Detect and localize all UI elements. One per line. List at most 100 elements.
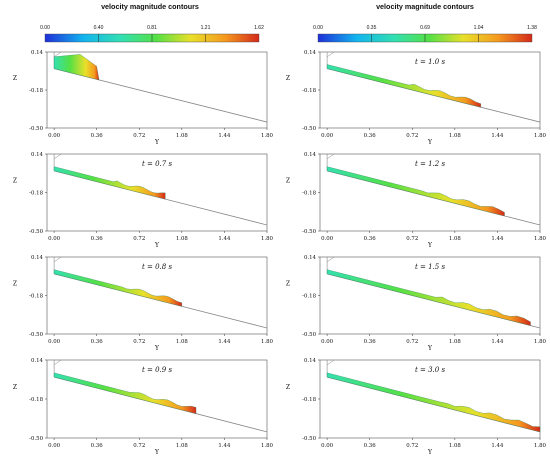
y-tick-label: -0.50 [302,332,316,338]
y-axis-label: Z [286,384,290,391]
y-tick-label: -0.18 [29,88,43,94]
x-tick-label: 1.80 [534,339,547,345]
right-colorbar-tick-3: 1.04 [473,25,484,31]
x-tick-label: 0.00 [48,339,61,345]
x-tick-label: 1.44 [218,236,231,242]
panel-left-3: 0.00 0.36 0.72 1.08 1.44 1.80 0.14 -0.18 -0.50 Y Z… [13,358,274,456]
y-tick-label: -0.50 [29,436,43,442]
y-axis-label: Z [13,178,17,185]
y-tick-label: 0.14 [31,152,44,158]
x-tick-label: 1.08 [449,443,462,449]
y-tick-label: -0.18 [302,191,316,197]
x-tick-label: 1.80 [261,339,274,345]
y-tick-label: 0.14 [304,152,317,158]
x-tick-label: 0.72 [133,236,145,242]
y-axis-label: Z [13,75,17,82]
x-tick-label: 0.36 [91,339,104,345]
y-tick-label: -0.50 [29,332,43,338]
y-tick-label: -0.18 [29,191,43,197]
x-axis-label: Y [427,449,433,456]
x-axis-label: Y [154,139,160,146]
y-axis-label: Z [286,281,290,288]
x-axis-label: Y [427,139,433,146]
fluid-region [326,372,541,433]
panel-left-1: 0.00 0.36 0.72 1.08 1.44 1.80 0.14 -0.18 -0.50 Y Z… [13,152,274,249]
panel-frame [319,153,541,232]
panel-frame [319,51,541,129]
x-tick-label: 0.36 [91,443,104,449]
x-tick-label: 1.08 [449,133,462,139]
x-tick-label: 0.00 [48,133,61,139]
x-tick-label: 0.00 [321,339,334,345]
time-label: t = 3.0 s [415,366,445,374]
y-tick-label: 0.14 [304,255,317,261]
x-tick-label: 1.08 [449,236,462,242]
y-tick-label: -0.18 [302,88,316,94]
panel-frame [319,256,541,335]
x-tick-label: 1.44 [218,339,231,345]
x-tick-label: 0.00 [48,236,61,242]
y-tick-label: -0.18 [29,294,43,300]
x-tick-label: 0.00 [321,443,334,449]
x-tick-label: 1.44 [491,133,504,139]
y-axis-label: Z [286,75,290,82]
x-tick-label: 0.72 [406,236,418,242]
time-label: t = 1.0 s [415,58,445,66]
x-axis-label: Y [154,345,160,352]
fluid-region [326,166,505,217]
fluid-region [53,54,100,81]
fluid-region [326,269,531,326]
panel-frame [46,256,268,335]
x-axis-label: Y [154,449,160,456]
fluid-region [326,64,482,108]
y-tick-label: -0.50 [302,229,316,235]
panel-left-2: 0.00 0.36 0.72 1.08 1.44 1.80 0.14 -0.18 -0.50 Y Z… [13,255,274,352]
left-colorbar-tick-3: 1.21 [200,25,211,31]
time-label: t = 1.5 s [415,263,445,271]
gate-line [326,256,335,263]
gate-line [326,359,335,366]
y-tick-label: -0.50 [29,126,43,132]
x-tick-label: 1.80 [261,443,274,449]
x-tick-label: 0.36 [91,236,104,242]
x-tick-label: 1.44 [491,236,504,242]
x-tick-label: 1.08 [176,443,189,449]
left-colorbar-tick-2: 0.81 [147,25,157,31]
x-tick-label: 1.80 [534,443,547,449]
x-tick-label: 0.00 [321,236,334,242]
left-colorbar-tick-4: 1.62 [254,25,264,31]
x-tick-label: 1.80 [534,133,547,139]
fluid-region [53,269,182,307]
x-tick-label: 1.80 [261,236,274,242]
x-tick-label: 1.08 [176,133,189,139]
y-tick-label: 0.14 [304,50,317,56]
x-tick-label: 0.36 [364,443,377,449]
panel-right-2: 0.00 0.36 0.72 1.08 1.44 1.80 0.14 -0.18 -0.50 Y Z… [286,255,547,352]
x-tick-label: 0.36 [364,339,377,345]
x-tick-label: 1.44 [218,133,231,139]
x-tick-label: 0.00 [48,443,61,449]
left-figure-title: velocity magnitude contours [101,2,199,11]
x-axis-label: Y [427,242,433,249]
x-tick-label: 1.08 [176,236,189,242]
x-tick-label: 0.72 [406,443,418,449]
y-tick-label: -0.50 [302,126,316,132]
panel-frame [46,359,268,439]
x-tick-label: 0.72 [133,133,145,139]
panel-right-0: 0.00 0.36 0.72 1.08 1.44 1.80 0.14 -0.18 -0.50 Y Z… [286,50,547,146]
fluid-region [53,166,166,200]
y-tick-label: 0.14 [31,358,44,364]
y-tick-label: -0.50 [302,436,316,442]
right-colorbar-tick-1: 0.35 [366,25,377,31]
x-tick-label: 1.08 [176,339,189,345]
fluid-region [53,372,197,414]
y-tick-label: -0.18 [29,397,43,403]
panel-right-1: 0.00 0.36 0.72 1.08 1.44 1.80 0.14 -0.18 -0.50 Y Z… [286,152,547,249]
y-tick-label: -0.50 [29,229,43,235]
x-tick-label: 1.80 [534,236,547,242]
x-tick-label: 0.72 [406,339,418,345]
x-tick-label: 0.72 [406,133,418,139]
time-label: t = 0.8 s [142,263,172,271]
